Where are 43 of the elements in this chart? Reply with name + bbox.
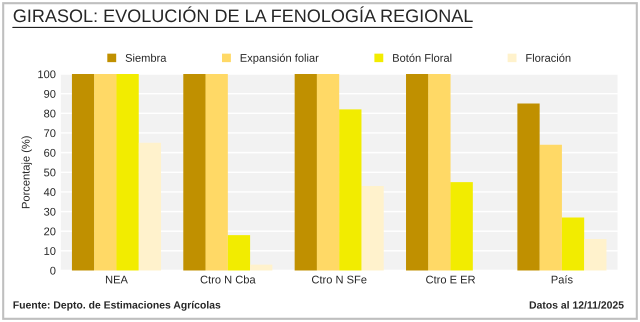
bar bbox=[206, 74, 228, 270]
y-tick-label: 50 bbox=[44, 168, 56, 176]
x-tick-label: NEA bbox=[106, 276, 128, 284]
x-tick-label: Ctro N SFe bbox=[312, 276, 366, 284]
y-axis-title: Porcentaje (%) bbox=[21, 136, 32, 208]
bar bbox=[228, 235, 250, 270]
y-tick-label: 20 bbox=[44, 227, 56, 236]
legend-label: Siembra bbox=[126, 54, 166, 62]
y-tick-label: 40 bbox=[44, 188, 56, 196]
chart-title: GIRASOL: EVOLUCIÓN DE LA FENOLOGÍA REGIONAL bbox=[14, 6, 473, 22]
bar bbox=[138, 142, 162, 270]
y-tick-label: 30 bbox=[44, 208, 56, 216]
text: Datos al 12/11/2025 bbox=[530, 301, 624, 309]
bar bbox=[294, 74, 317, 270]
y-tick-label: 90 bbox=[44, 90, 56, 98]
bar bbox=[406, 74, 428, 270]
source-note: Fuente: Depto. de Estimaciones Agrícolas bbox=[13, 300, 220, 311]
y-tick-label: 100 bbox=[38, 70, 56, 78]
y-tick-label: 0 bbox=[50, 266, 56, 275]
x-tick-label: Ctro N Cba bbox=[200, 275, 256, 284]
bar bbox=[562, 217, 584, 270]
bar bbox=[517, 104, 540, 270]
legend-label: Expansión foliar bbox=[240, 54, 319, 64]
x-tick-label: País bbox=[552, 275, 573, 284]
y-tick-label: 10 bbox=[44, 247, 56, 255]
bar bbox=[540, 144, 562, 270]
y-tick-label: 60 bbox=[44, 148, 56, 157]
legend-label: Botón Floral bbox=[393, 54, 452, 62]
y-tick-label: 80 bbox=[44, 110, 56, 118]
bar bbox=[428, 74, 451, 270]
bar bbox=[361, 186, 384, 270]
x-tick-label: Ctro E ER bbox=[426, 276, 476, 284]
bar bbox=[339, 109, 362, 270]
bar bbox=[450, 182, 473, 270]
bar bbox=[584, 239, 606, 270]
bar bbox=[316, 74, 340, 270]
legend-label: Floración bbox=[526, 54, 570, 62]
bar bbox=[72, 74, 94, 270]
bar bbox=[116, 74, 139, 270]
y-tick-label: 70 bbox=[44, 129, 56, 138]
bar bbox=[250, 264, 272, 270]
bar bbox=[183, 74, 206, 270]
bar bbox=[94, 74, 116, 270]
